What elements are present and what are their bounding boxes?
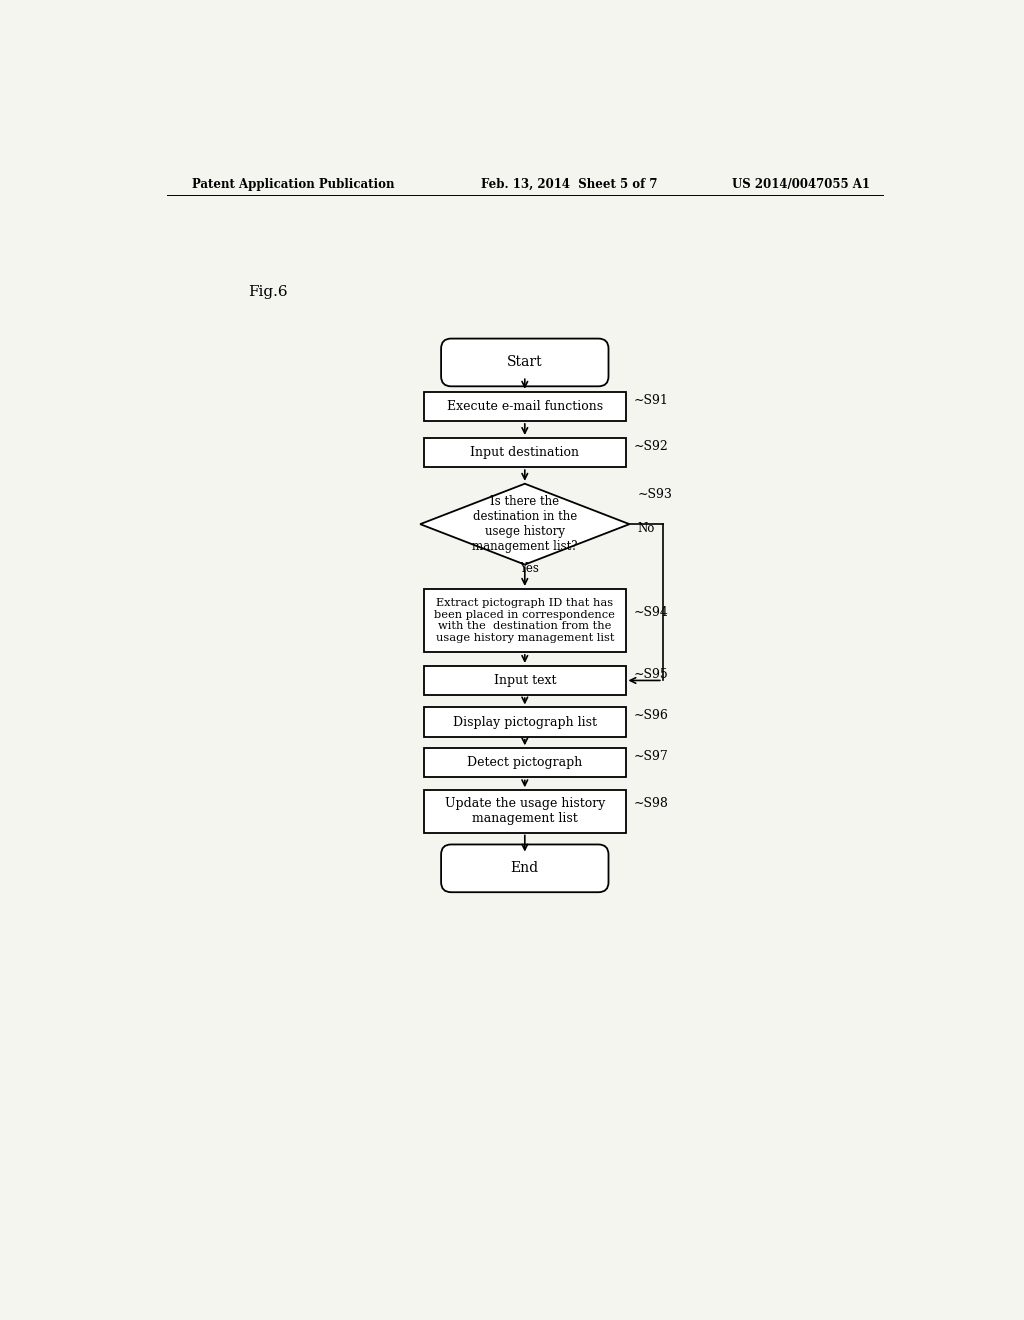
Polygon shape (420, 483, 630, 565)
Text: Input text: Input text (494, 675, 556, 686)
Bar (424, 392, 626, 421)
Text: End: End (511, 862, 539, 875)
Text: ∼S94: ∼S94 (633, 606, 669, 619)
Text: Execute e-mail functions: Execute e-mail functions (446, 400, 603, 413)
Text: Extract pictograph ID that has
been placed in correspondence
with the  destinati: Extract pictograph ID that has been plac… (434, 598, 615, 643)
Bar (424, 708, 626, 737)
Text: Start: Start (507, 355, 543, 370)
FancyBboxPatch shape (441, 845, 608, 892)
Text: ∼S95: ∼S95 (633, 668, 668, 681)
Text: ∼S96: ∼S96 (633, 709, 669, 722)
Text: ∼S91: ∼S91 (633, 393, 669, 407)
Text: Fig.6: Fig.6 (248, 285, 288, 300)
Text: ∼S98: ∼S98 (633, 797, 669, 810)
Text: Patent Application Publication: Patent Application Publication (191, 178, 394, 190)
Bar (424, 438, 626, 467)
Text: ∼S97: ∼S97 (633, 750, 668, 763)
Bar (424, 748, 626, 777)
Bar (424, 791, 626, 833)
Text: Display pictograph list: Display pictograph list (453, 715, 597, 729)
Text: Input destination: Input destination (470, 446, 580, 459)
FancyBboxPatch shape (441, 339, 608, 387)
Text: Yes: Yes (519, 562, 539, 576)
Text: Update the usage history
management list: Update the usage history management list (444, 797, 605, 825)
Text: ∼S93: ∼S93 (637, 488, 672, 502)
Text: ∼S92: ∼S92 (633, 440, 668, 453)
Text: Detect pictograph: Detect pictograph (467, 756, 583, 770)
Bar (424, 589, 626, 652)
Text: US 2014/0047055 A1: US 2014/0047055 A1 (732, 178, 870, 190)
Text: No: No (637, 523, 654, 536)
Text: Feb. 13, 2014  Sheet 5 of 7: Feb. 13, 2014 Sheet 5 of 7 (480, 178, 657, 190)
Bar (424, 665, 626, 696)
Text: Is there the
destination in the
usege history
management list?: Is there the destination in the usege hi… (472, 495, 578, 553)
